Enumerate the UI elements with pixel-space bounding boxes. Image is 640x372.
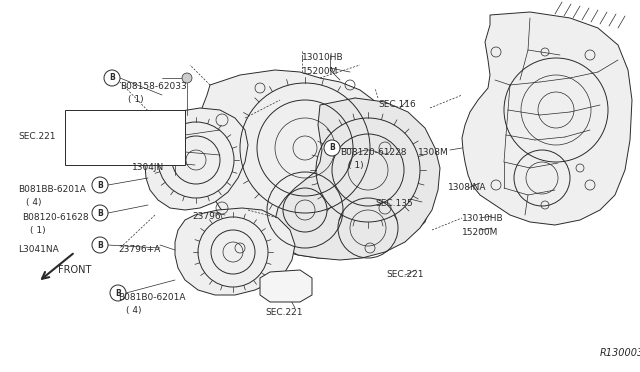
Text: B: B [97, 208, 103, 218]
Text: ( 1): ( 1) [30, 226, 45, 235]
Text: R130003S: R130003S [600, 348, 640, 358]
Text: FRONT: FRONT [58, 265, 92, 275]
Circle shape [92, 205, 108, 221]
Text: B: B [97, 180, 103, 189]
Text: SEC.221: SEC.221 [265, 308, 303, 317]
Polygon shape [260, 270, 312, 302]
Text: 15200M: 15200M [302, 67, 339, 76]
Text: B08120-61228: B08120-61228 [340, 148, 406, 157]
Polygon shape [145, 108, 248, 210]
Polygon shape [275, 98, 440, 260]
Text: ( 1): ( 1) [128, 95, 143, 104]
Circle shape [92, 177, 108, 193]
Text: 15200M: 15200M [462, 228, 499, 237]
Text: SEC.135: SEC.135 [375, 199, 413, 208]
Circle shape [182, 73, 192, 83]
Circle shape [324, 140, 340, 156]
Polygon shape [200, 70, 432, 258]
Polygon shape [462, 12, 632, 225]
Text: 1308M: 1308M [418, 148, 449, 157]
Text: SEC.221: SEC.221 [18, 132, 56, 141]
Text: B: B [115, 289, 121, 298]
Bar [65, 110, 185, 165]
Text: ( 1): ( 1) [348, 161, 364, 170]
Circle shape [104, 70, 120, 86]
Text: SEC.116: SEC.116 [378, 100, 416, 109]
Text: L3041NA: L3041NA [18, 245, 59, 254]
Text: B081B0-6201A: B081B0-6201A [118, 293, 186, 302]
Circle shape [92, 237, 108, 253]
Text: B08158-62033: B08158-62033 [120, 82, 187, 91]
Text: ( 4): ( 4) [26, 198, 42, 207]
Text: 13010HB: 13010HB [462, 214, 504, 223]
Text: B: B [329, 144, 335, 153]
Text: 1304JN: 1304JN [132, 163, 164, 172]
Text: 13010HB: 13010HB [302, 53, 344, 62]
Text: B081BB-6201A: B081BB-6201A [18, 185, 86, 194]
Text: 1308INA: 1308INA [448, 183, 486, 192]
Text: 23796: 23796 [192, 212, 221, 221]
Text: ( 4): ( 4) [126, 306, 141, 315]
Text: SEC.221: SEC.221 [386, 270, 424, 279]
Text: B08120-61628: B08120-61628 [22, 213, 88, 222]
Circle shape [110, 285, 126, 301]
Polygon shape [175, 208, 295, 295]
Text: B: B [109, 74, 115, 83]
Text: B: B [97, 241, 103, 250]
Text: 23796+A: 23796+A [118, 245, 160, 254]
